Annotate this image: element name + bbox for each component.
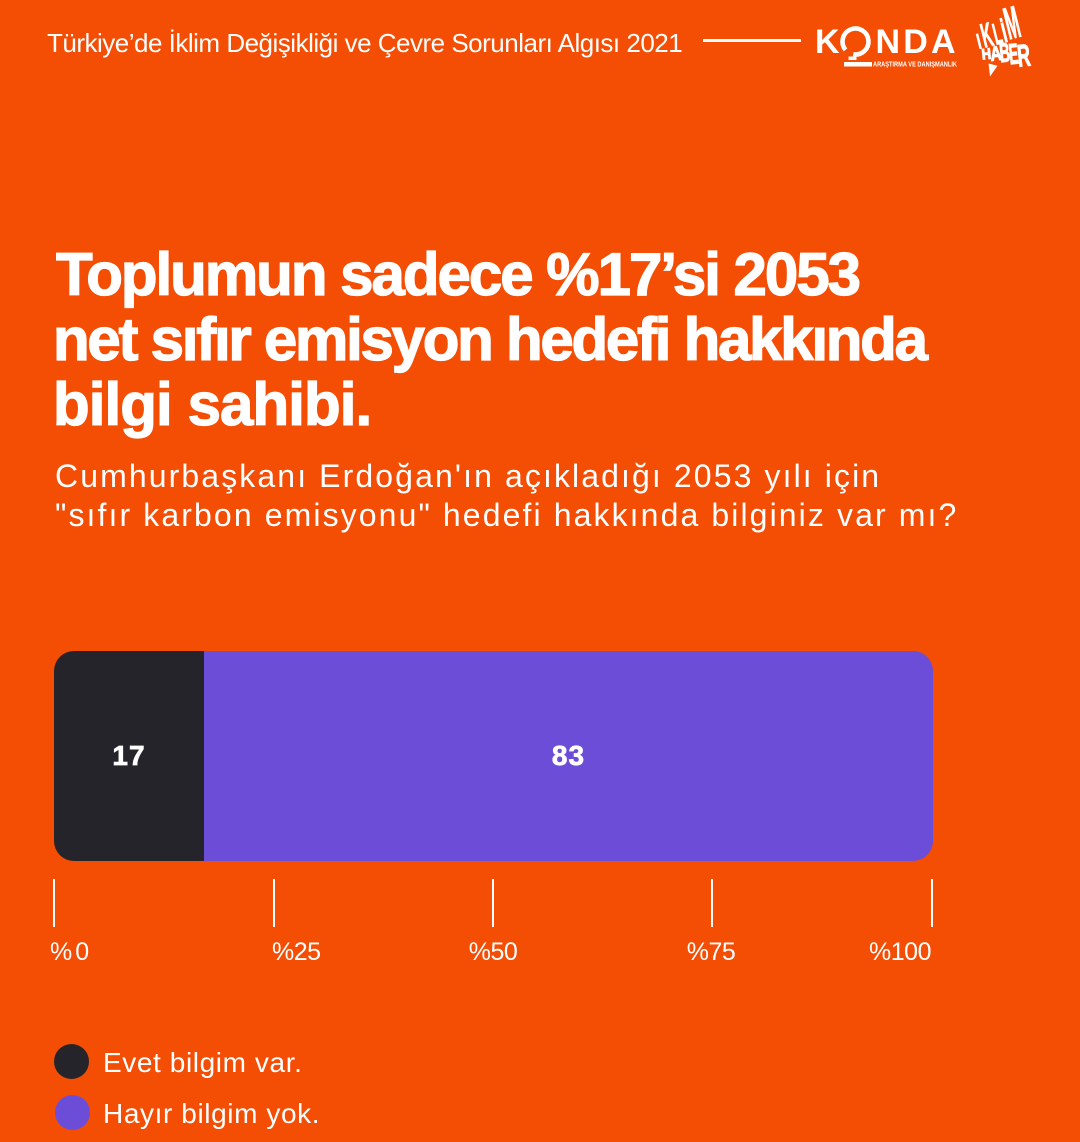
svg-text:R: R bbox=[1016, 38, 1032, 74]
svg-text:H: H bbox=[981, 45, 992, 63]
svg-text:İ: İ bbox=[975, 33, 983, 53]
svg-text:K: K bbox=[815, 23, 840, 61]
svg-text:NDA: NDA bbox=[876, 23, 959, 61]
svg-text:B: B bbox=[998, 36, 1012, 68]
svg-text:E: E bbox=[1007, 37, 1020, 71]
svg-text:A: A bbox=[989, 42, 1003, 65]
svg-text:ARAŞTIRMA VE DANIŞMANLIK: ARAŞTIRMA VE DANIŞMANLIK bbox=[873, 60, 958, 69]
